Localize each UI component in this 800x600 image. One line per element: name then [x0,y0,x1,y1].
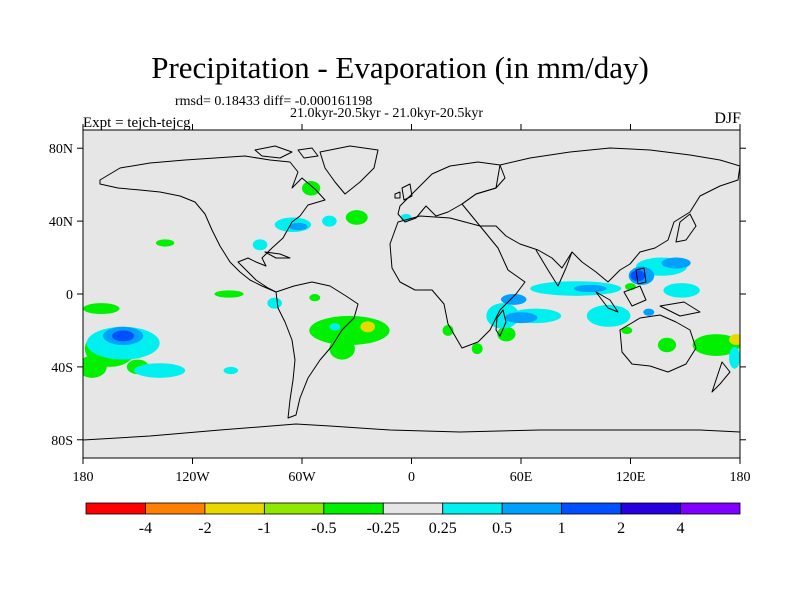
coast-philippines [635,267,647,285]
anomaly-region-1 [329,337,355,360]
axis-ticks: 180 120W 60W 0 60E 120E 180 80N 40N 0 40S 80S [49,124,751,485]
coast-cuba [264,251,291,259]
coast-india [535,249,573,287]
coast-antarctica [83,423,740,441]
colorbar-swatch-7 [501,502,563,515]
coast-north-america [99,155,326,293]
colorbar-label-1: -2 [198,520,211,537]
coast-south-america [275,281,359,419]
y-tick-label-2: 0 [66,288,73,303]
anomaly-region-10 [309,294,321,302]
chart-title: Precipitation - Evaporation (in mm/day) [151,50,649,85]
colorbar-label-3: -0.5 [311,520,336,537]
anomaly-region-34 [663,283,700,298]
colorbar-label-0: -4 [139,520,152,537]
colorbar-label-2: -1 [258,520,271,537]
y-tick-label-1: 40N [49,215,73,230]
coast-asia [461,147,740,283]
coast-sumatra [595,291,619,313]
coast-new-zealand [711,361,731,393]
anomaly-region-25 [223,366,239,375]
anomaly-region-11 [497,326,516,342]
colorbar-swatch-5 [382,502,444,515]
coast-british-isles [394,183,413,201]
colorbar-label-5: 0.25 [429,520,457,537]
anomaly-region-32 [586,304,631,327]
anomaly-region-23 [322,215,337,227]
x-tick-label-1: 120W [175,470,210,485]
stats-text: rmsd= 0.18433 diff= -0.000161198 [175,94,373,109]
anomaly-region-6 [156,239,175,247]
anomaly-region-40 [573,284,607,293]
anomaly-region-24 [252,239,268,251]
colorbar-label-4: -0.25 [367,520,400,537]
anomaly-region-4 [83,303,120,315]
coast-greenland [319,145,379,195]
anomaly-region-8 [302,181,321,196]
x-tick-label-2: 60W [288,470,316,485]
anomaly-region-42 [661,257,691,269]
anomaly-region-39 [504,312,538,324]
colorbar-label-7: 1 [558,520,566,537]
anomaly-region-37 [289,222,308,231]
experiment-label: Expt = tejch-tejcg [83,115,191,131]
anomaly-layer [83,181,740,378]
anomaly-region-29 [486,303,520,329]
colorbar-swatch-1 [145,502,206,515]
anomaly-region-9 [345,210,368,225]
coastlines [83,145,740,441]
anomaly-region-21 [134,363,186,378]
coast-madagascar [495,309,507,337]
season-label: DJF [714,110,741,127]
coast-australia [619,314,697,373]
anomaly-region-14 [657,337,677,353]
anomaly-region-45 [630,270,646,282]
period-text: 21.0kyr-20.5kyr - 21.0kyr-20.5kyr [290,106,484,121]
colorbar-swatch-3 [263,502,325,515]
anomaly-region-3 [83,355,107,378]
colorbar-swatch-10 [680,502,741,515]
anomaly-region-26 [267,297,282,309]
x-tick-label-0: 180 [73,470,94,485]
y-tick-label-4: 80S [51,434,73,449]
x-tick-label-6: 180 [730,470,751,485]
colorbar-swatch-6 [442,502,503,515]
anomaly-region-7 [214,290,244,298]
colorbar-swatch-4 [323,502,384,515]
colorbar-label-6: 0.5 [492,520,512,537]
map-background [83,130,740,458]
colorbar-swatch-2 [204,502,265,515]
coast-africa [389,215,526,349]
coast-japan [675,213,697,243]
x-tick-label-5: 120E [616,470,646,485]
coast-arctic-islands [254,145,319,159]
x-tick-label-3: 0 [408,470,415,485]
anomaly-region-27 [329,323,341,331]
colorbar-swatch-0 [85,502,146,515]
colorbar-label-8: 2 [617,520,625,537]
colorbar: -4 -2 -1 -0.5 -0.25 0.25 0.5 1 2 4 [85,502,741,537]
anomaly-region-44 [112,330,135,342]
coast-borneo [623,285,647,307]
anomaly-region-19 [360,321,376,333]
anomaly-region-43 [643,308,655,316]
anomaly-region-15 [692,334,740,356]
y-tick-label-3: 40S [51,361,73,376]
y-tick-label-0: 80N [49,142,73,157]
colorbar-swatch-9 [620,502,681,515]
colorbar-swatch-8 [561,502,622,515]
x-tick-label-4: 60E [510,470,533,485]
anomaly-region-18 [729,334,740,346]
anomaly-region-12 [471,343,483,355]
anomaly-region-17 [621,326,633,335]
colorbar-label-9: 4 [677,520,685,537]
anomaly-region-35 [729,346,740,369]
coast-new-guinea [659,301,701,317]
